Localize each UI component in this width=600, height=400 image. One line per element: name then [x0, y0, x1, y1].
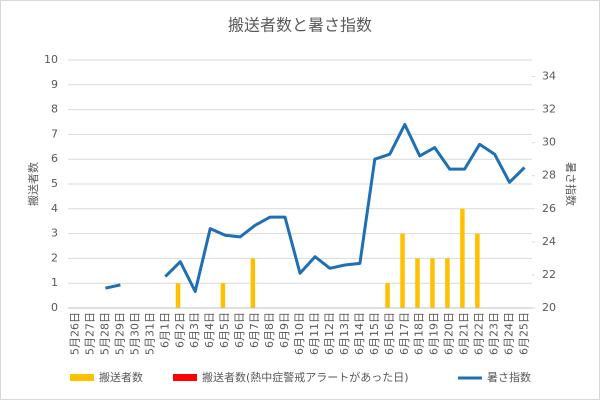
y-tick-label: 1 [51, 276, 58, 289]
x-tick-label: 6月8日 [263, 312, 276, 348]
x-tick-label: 6月11日 [308, 312, 321, 355]
x-tick-label: 6月23日 [488, 312, 501, 355]
x-tick-label: 5月31日 [143, 312, 156, 355]
x-tick-label: 5月30日 [128, 312, 141, 355]
chart-title: 搬送者数と暑さ指数 [228, 16, 372, 35]
x-tick-label: 5月27日 [83, 312, 96, 355]
y2-tick-label: 22 [542, 268, 556, 281]
y-axis-title: 搬送者数 [26, 162, 40, 206]
x-tick-label: 6月3日 [188, 312, 201, 348]
x-tick-label: 6月18日 [413, 312, 426, 355]
y-tick-label: 0 [51, 301, 58, 314]
x-tick-label: 5月29日 [113, 312, 126, 355]
x-tick-label: 6月17日 [398, 312, 411, 355]
legend-label: 暑さ指数 [487, 370, 531, 384]
y-tick-label: 10 [44, 53, 58, 66]
x-tick-label: 6月12日 [323, 312, 336, 355]
legend-swatch [173, 374, 197, 381]
line-series [105, 123, 526, 293]
bar [415, 258, 420, 308]
bar [400, 233, 405, 308]
x-tick-label: 6月5日 [218, 312, 231, 348]
y2-axis-title: 暑さ指数 [564, 162, 578, 206]
x-tick-label: 6月19日 [428, 312, 441, 355]
bar [445, 258, 450, 308]
x-tick-label: 6月25日 [518, 312, 531, 355]
y-tick-label: 2 [51, 251, 58, 264]
legend-swatch [70, 374, 94, 381]
x-tick-label: 6月13日 [338, 312, 351, 355]
y2-tick-label: 20 [542, 301, 556, 314]
y2-tick-label: 34 [542, 70, 556, 83]
bar [220, 283, 226, 308]
y-tick-label: 4 [51, 202, 58, 215]
legend-label: 搬送者数(熱中症警戒アラートがあった日) [202, 370, 409, 384]
x-tick-label: 6月20日 [443, 312, 456, 355]
x-tick-label: 6月6日 [233, 312, 246, 348]
y2-tick-label: 28 [542, 169, 556, 182]
y-tick-label: 3 [51, 227, 58, 240]
x-tick-label: 6月15日 [368, 312, 381, 355]
y2-tick-label: 26 [542, 202, 556, 215]
legend-label: 搬送者数 [99, 370, 143, 384]
x-tick-label: 6月21日 [458, 312, 471, 355]
x-tick-label: 6月7日 [248, 312, 261, 348]
bar [475, 233, 480, 308]
y2-tick-label: 30 [542, 136, 556, 149]
bar [460, 208, 465, 308]
y-tick-label: 6 [51, 152, 58, 165]
x-tick-label: 6月10日 [293, 312, 306, 355]
x-tick-label: 6月1日 [158, 312, 171, 348]
bar [250, 258, 256, 308]
bar [385, 283, 390, 308]
y-tick-label: 5 [51, 177, 58, 190]
x-tick-label: 6月9日 [278, 312, 291, 348]
bar [175, 283, 181, 308]
x-tick-label: 6月4日 [203, 312, 216, 348]
y-tick-label: 9 [51, 78, 58, 91]
x-tick-label: 5月28日 [98, 312, 111, 355]
x-tick-label: 6月2日 [173, 312, 186, 348]
x-tick-label: 6月16日 [383, 312, 396, 355]
x-tick-label: 6月22日 [473, 312, 486, 355]
y-tick-label: 8 [51, 103, 58, 116]
x-tick-label: 6月14日 [353, 312, 366, 355]
y2-tick-label: 24 [542, 235, 556, 248]
bar [430, 258, 435, 308]
y2-tick-label: 32 [542, 103, 556, 116]
x-tick-label: 5月26日 [68, 312, 81, 355]
y-tick-label: 7 [51, 127, 58, 140]
x-tick-label: 6月24日 [503, 312, 516, 355]
